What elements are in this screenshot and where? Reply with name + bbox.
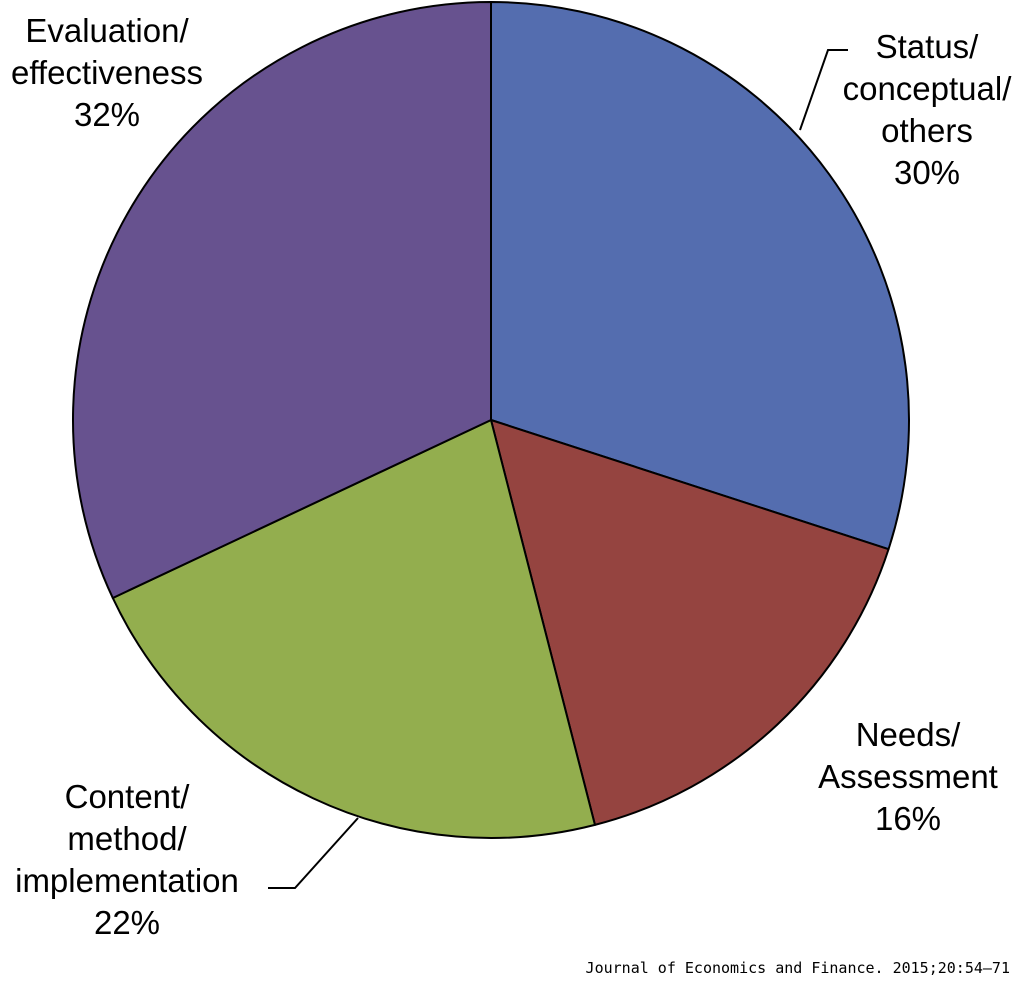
slice-label-content: Content/method/implementation 22% <box>15 778 239 941</box>
slice-value-label: 16% <box>875 800 941 837</box>
slice-label-line: Assessment <box>818 758 998 795</box>
pie-slice-status <box>490 1 910 551</box>
pie-slice-needs <box>490 419 890 826</box>
slice-label-line: Needs/ <box>856 716 961 753</box>
pie-slice-evaluation <box>71 1 492 599</box>
slice-labels: Status/conceptual/others 30% Needs/Assess… <box>11 12 1012 941</box>
slice-value-label: 32% <box>74 96 140 133</box>
leader-line-status <box>799 49 848 131</box>
pie-slice-content <box>111 419 596 839</box>
slice-label-line: method/ <box>67 820 187 857</box>
pie-slices <box>71 1 910 839</box>
slice-label-line: implementation <box>15 862 239 899</box>
slice-value-label: 22% <box>94 904 160 941</box>
slice-label-line: Content/ <box>65 778 191 815</box>
slice-label-status: Status/conceptual/others 30% <box>843 28 1013 191</box>
slice-label-needs: Needs/Assessment 16% <box>818 716 998 837</box>
slice-label-line: Evaluation/ <box>25 12 189 49</box>
slice-label-evaluation: Evaluation/effectiveness 32% <box>11 12 203 133</box>
slice-value-label: 30% <box>894 154 960 191</box>
leader-line-content <box>268 817 359 889</box>
slice-label-line: effectiveness <box>11 54 203 91</box>
slice-label-line: others <box>881 112 973 149</box>
slice-label-line: conceptual/ <box>843 70 1013 107</box>
source-citation: Journal of Economics and Finance. 2015;2… <box>585 959 1010 977</box>
leader-lines <box>268 49 848 889</box>
slice-label-line: Status/ <box>876 28 980 65</box>
